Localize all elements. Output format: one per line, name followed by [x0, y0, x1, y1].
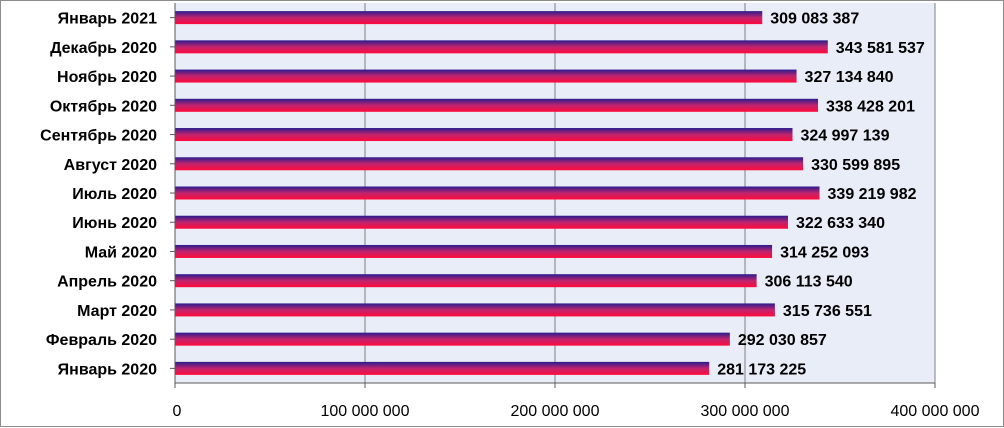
- x-tick-label: 200 000 000: [511, 403, 600, 420]
- bar: [175, 98, 819, 112]
- data-label: 327 134 840: [805, 69, 894, 86]
- bar: [175, 128, 793, 142]
- axes: [170, 3, 936, 388]
- data-label: 322 633 340: [796, 215, 885, 232]
- data-label: 281 173 225: [717, 361, 806, 378]
- category-label: Январь 2020: [58, 361, 157, 378]
- x-tick-label: 300 000 000: [701, 403, 790, 420]
- bar: [175, 157, 804, 171]
- bar: [175, 303, 775, 317]
- category-label: Ноябрь 2020: [57, 69, 157, 86]
- labels: 0 100 000 000 200 000 000 300 000 000 400 00…: [40, 11, 979, 420]
- x-tick-label: 400 000 000: [891, 403, 980, 420]
- data-label: 338 428 201: [826, 98, 915, 115]
- bar: [175, 361, 710, 375]
- category-label: Апрель 2020: [57, 274, 157, 291]
- data-label: 330 599 895: [811, 157, 900, 174]
- bar: [175, 11, 763, 25]
- category-label: Май 2020: [85, 244, 157, 261]
- data-label: 309 083 387: [770, 11, 859, 28]
- data-label: 306 113 540: [765, 274, 853, 291]
- bars: [175, 11, 828, 375]
- bar: [175, 69, 797, 83]
- category-label: Октябрь 2020: [50, 98, 157, 115]
- data-label: 314 252 093: [780, 244, 869, 261]
- bar: [175, 332, 730, 346]
- bar: [175, 274, 757, 288]
- category-label: Февраль 2020: [46, 332, 157, 349]
- category-label: Сентябрь 2020: [40, 128, 157, 145]
- bar: [175, 215, 789, 229]
- data-label: 339 219 982: [828, 186, 917, 203]
- bar: [175, 40, 828, 54]
- data-label: 343 581 537: [836, 40, 925, 57]
- bar: [175, 186, 820, 200]
- category-label: Январь 2021: [58, 11, 157, 28]
- category-label: Декабрь 2020: [50, 40, 157, 57]
- category-label: Июль 2020: [72, 186, 157, 203]
- category-label: Март 2020: [77, 303, 157, 320]
- data-label: 315 736 551: [783, 303, 872, 320]
- category-label: Август 2020: [64, 157, 157, 174]
- x-tick-label: 0: [173, 403, 182, 420]
- bar: [175, 244, 773, 258]
- data-label: 292 030 857: [738, 332, 827, 349]
- category-label: Июнь 2020: [72, 215, 157, 232]
- x-tick-label: 100 000 000: [321, 403, 410, 420]
- data-label: 324 997 139: [800, 128, 889, 145]
